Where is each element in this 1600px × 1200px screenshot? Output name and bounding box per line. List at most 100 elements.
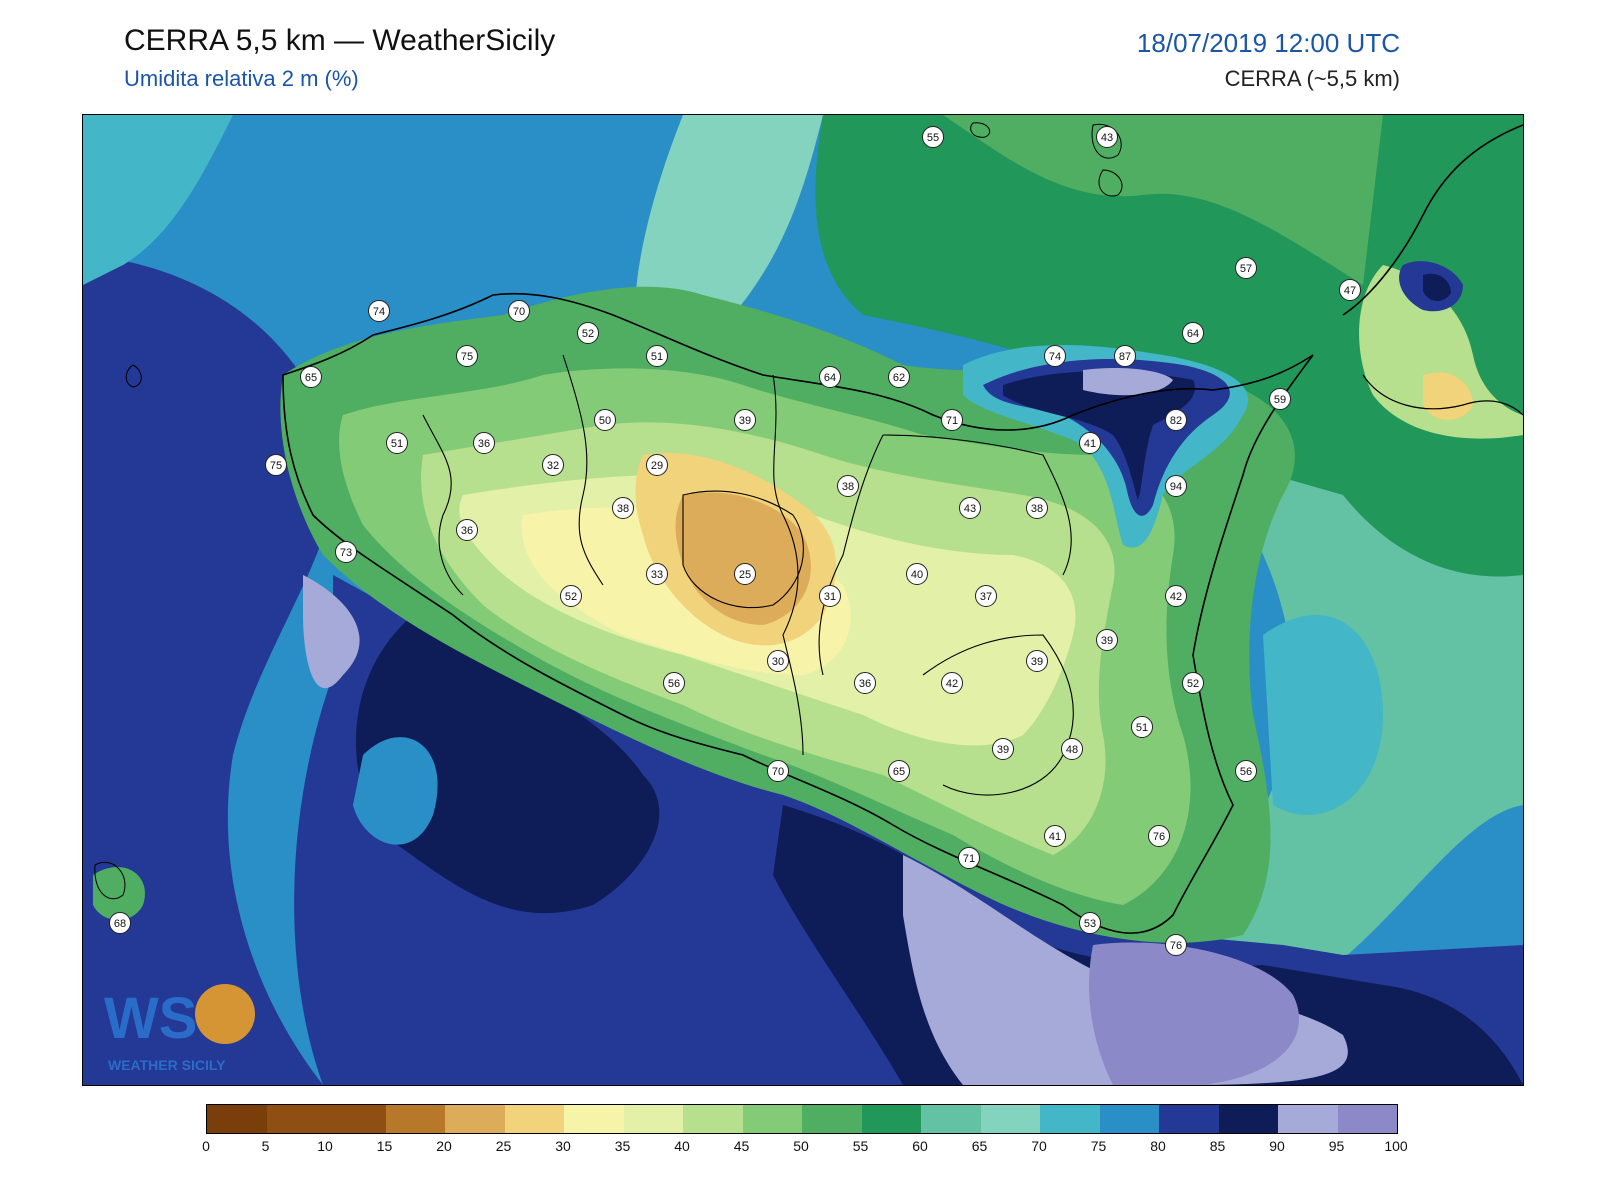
- station-value: 62: [888, 366, 910, 388]
- province-border-me-ct: [882, 434, 1072, 576]
- colorbar-tick-label: 55: [852, 1138, 869, 1154]
- colorbar-swatch: [802, 1105, 862, 1133]
- station-value: 74: [368, 300, 390, 322]
- calabria-contour-90: [1423, 273, 1451, 302]
- valid-datetime: 18/07/2019 12:00 UTC: [1136, 28, 1400, 58]
- station-value: 76: [1165, 934, 1187, 956]
- station-value: 56: [1235, 760, 1257, 782]
- logo-caption: WEATHER SICILY: [108, 1057, 226, 1073]
- etna-contour-95: [1083, 368, 1173, 396]
- colorbar-tick-label: 70: [1031, 1138, 1047, 1154]
- colorbar-swatch: [1099, 1105, 1159, 1133]
- colorbar-tick-label: 35: [614, 1138, 631, 1154]
- province-border-pa-ag: [562, 354, 604, 586]
- contour-sw-80: [353, 737, 438, 845]
- station-value: 25: [734, 563, 756, 585]
- station-value: 65: [888, 760, 910, 782]
- station-value: 50: [594, 409, 616, 431]
- humidity-map: [82, 114, 1524, 1086]
- station-value: 41: [1079, 432, 1101, 454]
- colorbar-tick-label: 85: [1209, 1138, 1226, 1154]
- station-value: 30: [767, 650, 789, 672]
- station-value: 39: [992, 738, 1014, 760]
- colorbar-swatch: [207, 1105, 267, 1133]
- calabria-contour-25: [1423, 372, 1473, 420]
- colorbar-swatch: [266, 1105, 326, 1133]
- colorbar-tick-label: 40: [674, 1138, 690, 1154]
- station-value: 51: [646, 345, 668, 367]
- colorbar-tick-label: 95: [1328, 1138, 1345, 1154]
- colorbar-tick-label: 20: [436, 1138, 452, 1154]
- colorbar-tick-label: 75: [1090, 1138, 1107, 1154]
- colorbar-tick-label: 10: [317, 1138, 333, 1154]
- station-value: 71: [958, 847, 980, 869]
- province-border-cl-inner: [682, 490, 804, 609]
- colorbar-tick-label: 80: [1150, 1138, 1166, 1154]
- colorbar-tick-label: 0: [202, 1138, 210, 1154]
- station-value: 73: [335, 541, 357, 563]
- colorbar-tick-label: 60: [912, 1138, 928, 1154]
- map-title: CERRA 5,5 km — WeatherSicily: [124, 24, 556, 57]
- etna-contour-90: [1003, 371, 1195, 500]
- colorbar-tick-label: 65: [971, 1138, 988, 1154]
- station-value: 71: [941, 409, 963, 431]
- colorbar-swatch: [921, 1105, 981, 1133]
- colorbar-swatch: [1337, 1105, 1397, 1133]
- contour-ionian-75: [1263, 614, 1383, 815]
- sicily-coastline: [282, 292, 1314, 934]
- station-value: 36: [854, 672, 876, 694]
- colorbar-swatch: [742, 1105, 802, 1133]
- egadi-island: [125, 364, 142, 388]
- station-value: 52: [577, 322, 599, 344]
- station-value: 51: [386, 432, 408, 454]
- station-value: 41: [1044, 825, 1066, 847]
- station-value: 74: [1044, 345, 1066, 367]
- station-value: 59: [1269, 388, 1291, 410]
- colorbar-tick-label: 100: [1384, 1138, 1408, 1154]
- colorbar-swatch: [385, 1105, 445, 1133]
- colorbar-swatch: [504, 1105, 564, 1133]
- calabria-coastline: [1342, 124, 1523, 316]
- colorbar-tick-label: 25: [495, 1138, 512, 1154]
- station-value: 47: [1339, 279, 1361, 301]
- land-contour-20: [675, 492, 811, 625]
- logo-sun: [195, 984, 255, 1044]
- station-value: 75: [456, 345, 478, 367]
- colorbar-swatch: [980, 1105, 1040, 1133]
- calabria-border: [1362, 374, 1523, 416]
- station-value: 52: [560, 585, 582, 607]
- station-value: 36: [473, 432, 495, 454]
- logo-letters: WS: [104, 986, 197, 1051]
- station-value: 70: [767, 760, 789, 782]
- station-value: 48: [1061, 738, 1083, 760]
- colorbar-swatch: [1040, 1105, 1100, 1133]
- station-value: 76: [1148, 825, 1170, 847]
- station-value: 37: [975, 585, 997, 607]
- station-value: 75: [265, 454, 287, 476]
- model-label: CERRA (~5,5 km): [1224, 66, 1400, 91]
- province-border-en: [818, 434, 884, 676]
- station-value: 36: [456, 519, 478, 541]
- colorbar-tick-label: 5: [261, 1138, 270, 1154]
- station-value: 52: [1182, 672, 1204, 694]
- station-value: 65: [300, 366, 322, 388]
- station-value: 82: [1165, 409, 1187, 431]
- station-value: 57: [1235, 257, 1257, 279]
- contour-tyrrhenian-50: [943, 115, 1383, 285]
- province-border-tp-pa: [422, 414, 464, 596]
- station-value: 40: [906, 563, 928, 585]
- contour-sw-90: [355, 615, 660, 914]
- colorbar-tick-label: 45: [733, 1138, 750, 1154]
- pantelleria-contour: [93, 866, 145, 920]
- station-value: 55: [922, 126, 944, 148]
- colorbar-tick-label: 50: [793, 1138, 809, 1154]
- station-value: 33: [646, 563, 668, 585]
- aeolian-island-3: [970, 122, 991, 138]
- station-value: 38: [1026, 497, 1048, 519]
- station-value: 31: [819, 585, 841, 607]
- station-value: 70: [508, 300, 530, 322]
- colorbar-swatch: [1278, 1105, 1338, 1133]
- station-value: 43: [959, 497, 981, 519]
- province-border-rg-sr: [922, 634, 1074, 796]
- contour-95-west: [303, 575, 360, 689]
